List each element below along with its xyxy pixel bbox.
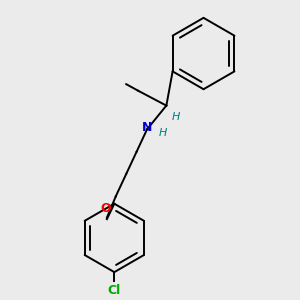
Text: O: O xyxy=(100,202,111,215)
Text: H: H xyxy=(158,128,167,138)
Text: N: N xyxy=(142,122,152,134)
Text: H: H xyxy=(172,112,180,122)
Text: Cl: Cl xyxy=(108,284,121,297)
